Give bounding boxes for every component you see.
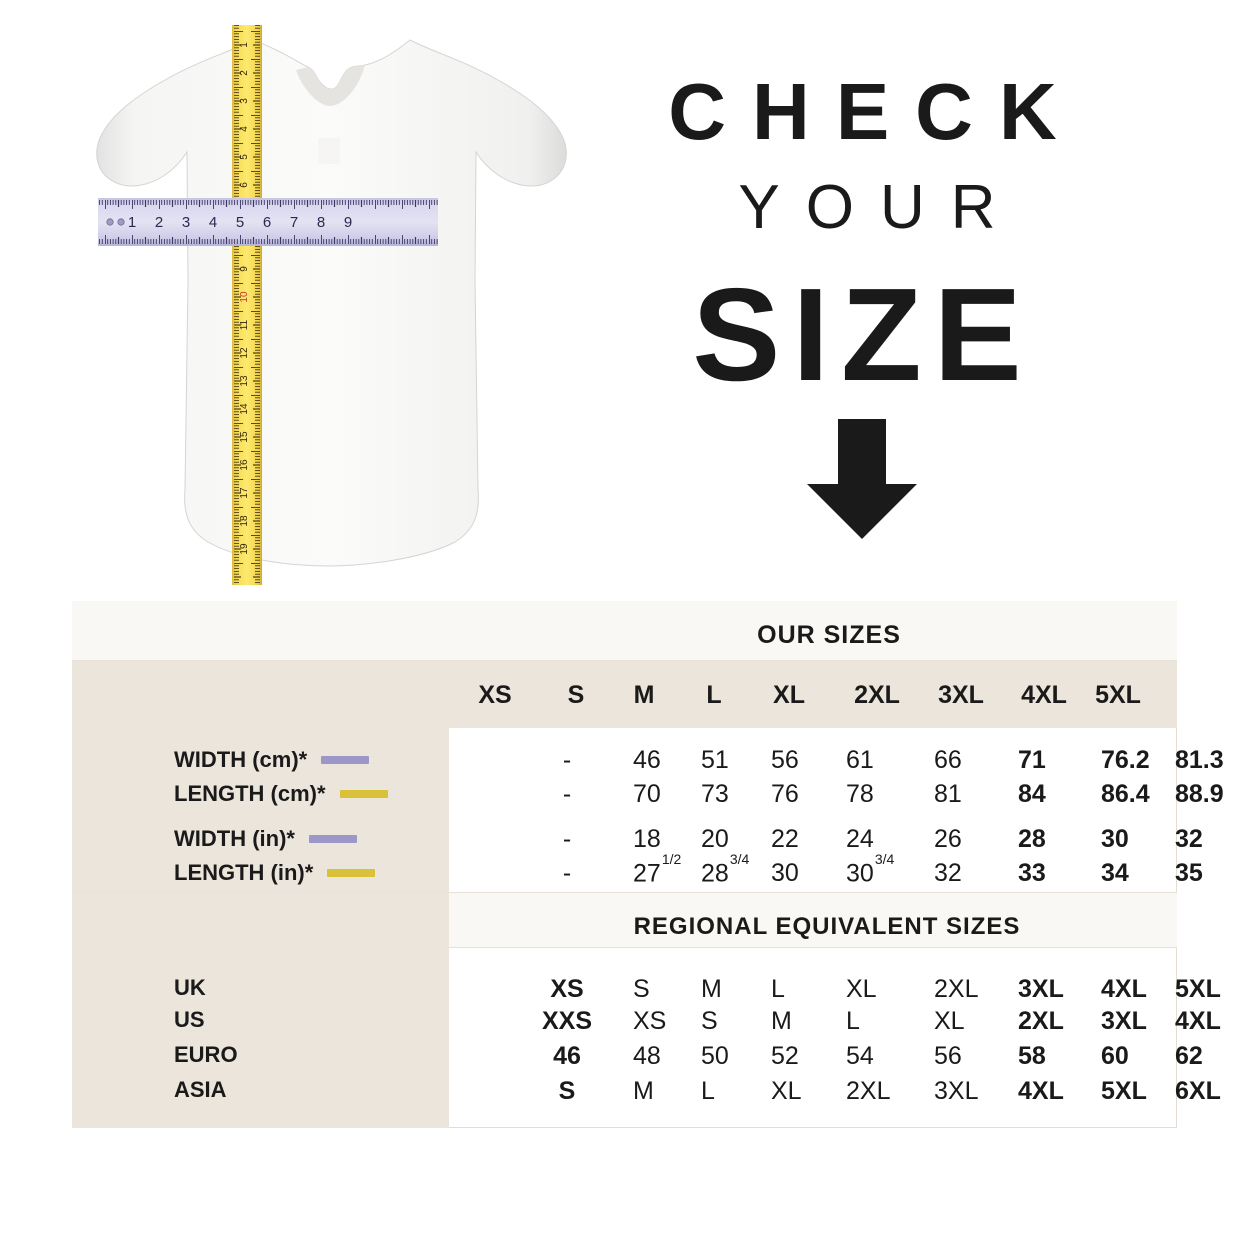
svg-text:3: 3: [182, 214, 190, 231]
svg-text:1: 1: [239, 42, 250, 48]
svg-text:4: 4: [239, 126, 250, 132]
svg-text:16: 16: [239, 459, 250, 471]
svg-text:17: 17: [239, 487, 250, 499]
svg-text:12: 12: [239, 347, 250, 359]
svg-text:8: 8: [317, 214, 325, 231]
svg-text:13: 13: [239, 375, 250, 387]
svg-text:5: 5: [239, 154, 250, 160]
svg-text:6: 6: [263, 214, 271, 231]
svg-text:2: 2: [239, 70, 250, 76]
svg-text:10: 10: [239, 291, 250, 303]
svg-text:15: 15: [239, 431, 250, 443]
svg-text:5: 5: [236, 214, 244, 231]
svg-text:3: 3: [239, 98, 250, 104]
svg-text:9: 9: [344, 214, 352, 231]
svg-text:2: 2: [155, 214, 163, 231]
svg-text:9: 9: [239, 266, 250, 272]
svg-text:4: 4: [209, 214, 217, 231]
svg-text:19: 19: [239, 543, 250, 555]
svg-text:6: 6: [239, 182, 250, 188]
svg-text:14: 14: [239, 403, 250, 415]
svg-text:11: 11: [239, 319, 250, 330]
svg-text:1: 1: [128, 214, 136, 231]
svg-text:7: 7: [290, 214, 298, 231]
svg-text:18: 18: [239, 515, 250, 527]
